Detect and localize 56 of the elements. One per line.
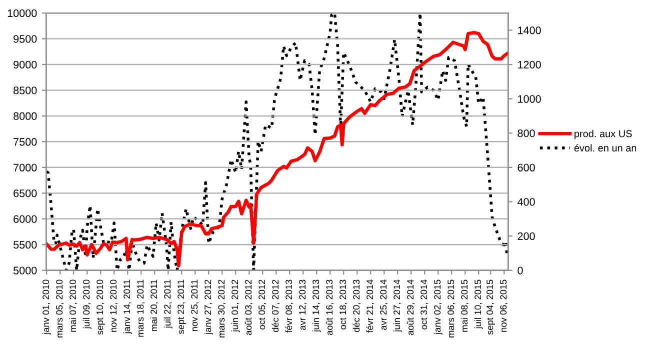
y-tick-label: 5000: [14, 266, 37, 274]
y2-tick-label: 200: [518, 232, 535, 240]
x-tick-label: juil 09, 2010: [82, 280, 92, 330]
x-tick-label: août 29, 2014: [406, 280, 415, 336]
x-tick-label: déc 07, 2012: [272, 280, 280, 332]
y-tick-label: 10000: [8, 9, 37, 18]
x-tick-label: janv 01, 2010: [42, 280, 51, 335]
x-tick-label: mai 07, 2010: [69, 280, 78, 332]
x-tick-label: avr 25, 2014: [380, 280, 388, 330]
x-tick-label: sept 04, 2015: [486, 280, 495, 335]
legend-label: évol. en un an: [574, 144, 636, 152]
x-tick-label: juil 22, 2011: [164, 280, 172, 328]
x-tick-label: janv 14, 2011: [123, 280, 132, 334]
x-tick-label: févr 08, 2013: [285, 280, 294, 333]
x-tick-label: juin 27, 2014: [393, 280, 402, 332]
x-tick-label: août 03, 2012: [244, 280, 253, 336]
x-tick-label: oct 05, 2012: [258, 280, 266, 330]
x-tick-label: nov 25, 2011: [191, 280, 199, 332]
y2-tick-label: 1000: [518, 95, 541, 103]
legend-label: prod. aux US: [574, 130, 632, 140]
y-tick-label: 7000: [14, 164, 37, 172]
x-tick-label: déc 20, 2013: [352, 280, 361, 332]
y-tick-label: 6000: [14, 215, 37, 223]
y2-tick-label: 0: [518, 266, 523, 274]
y-tick-label: 9500: [14, 35, 37, 43]
x-tick-label: mai 08, 2015: [460, 280, 469, 332]
y2-tick-label: 600: [518, 164, 535, 172]
y-tick-label: 6500: [14, 190, 37, 198]
x-tick-label: nov 06, 2015: [500, 280, 508, 332]
x-tick-label: janv 02, 2015: [434, 280, 442, 335]
x-tick-label: nov 12, 2010: [110, 280, 118, 332]
x-tick-label: mars 06, 2015: [448, 280, 456, 338]
y2-tick-label: 400: [517, 198, 535, 206]
x-tick-label: mars 18, 2011: [137, 280, 145, 337]
y2-tick-label: 1400: [518, 26, 541, 34]
x-tick-label: avr 12, 2013: [299, 280, 307, 330]
x-tick-label: sept 10, 2010: [96, 280, 105, 335]
x-tick-label: févr 21, 2014: [366, 280, 374, 333]
x-tick-label: mars 05, 2010: [56, 280, 64, 338]
x-tick-label: sept 23, 2011: [178, 280, 186, 334]
y-tick-label: 8500: [14, 86, 37, 94]
x-tick-label: juin 14, 2013: [312, 280, 321, 332]
y-tick-label: 7500: [14, 138, 37, 146]
x-tick-label: mai 20, 2011: [150, 280, 158, 332]
x-tick-label: oct 18, 2013: [340, 280, 348, 330]
x-tick-label: janv 27, 2012: [204, 280, 213, 335]
y-tick-label: 8000: [14, 112, 37, 120]
x-tick-label: août 16, 2013: [326, 280, 334, 336]
x-tick-label: juil 10, 2015: [474, 280, 483, 330]
x-tick-label: mars 30, 2012: [218, 280, 226, 338]
y2-tick-label: 1200: [518, 60, 541, 69]
y-tick-label: 9000: [14, 60, 37, 69]
x-tick-label: oct 31, 2014: [420, 280, 428, 330]
y-tick-label: 5500: [14, 240, 37, 249]
y2-tick-label: 800: [518, 129, 535, 138]
x-tick-label: juin 01, 2012: [231, 280, 240, 332]
